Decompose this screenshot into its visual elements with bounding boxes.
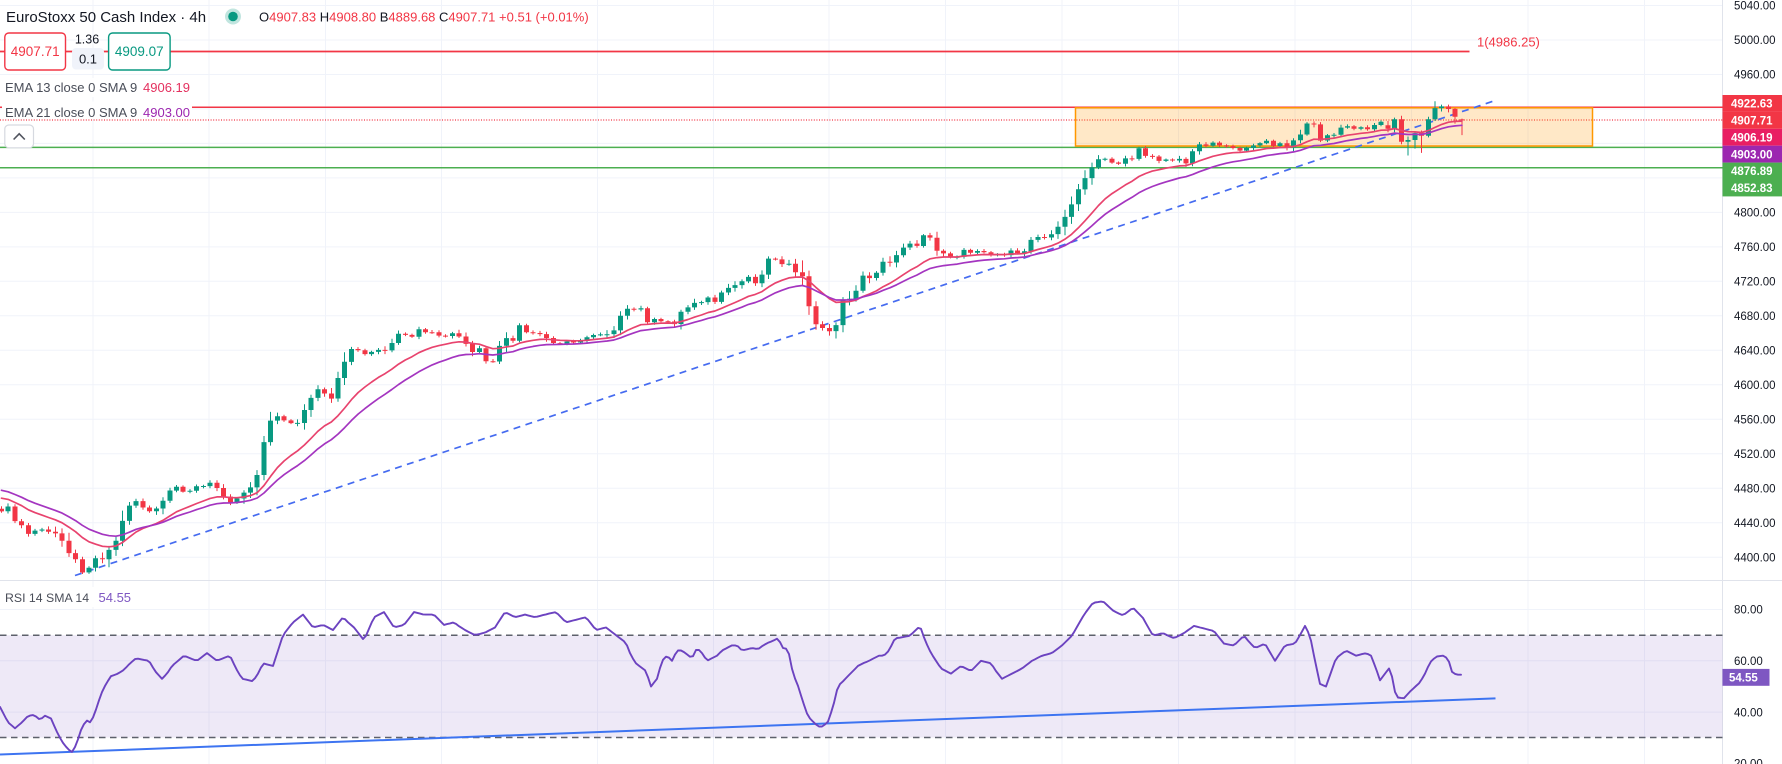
svg-text:4400.00: 4400.00: [1734, 552, 1776, 564]
svg-text:54.55: 54.55: [99, 590, 132, 605]
svg-text:4960.00: 4960.00: [1734, 70, 1776, 82]
svg-text:20.00: 20.00: [1734, 759, 1763, 764]
svg-text:4560.00: 4560.00: [1734, 415, 1776, 427]
svg-text:4520.00: 4520.00: [1734, 449, 1776, 461]
svg-text:4480.00: 4480.00: [1734, 483, 1776, 495]
svg-text:5000.00: 5000.00: [1734, 35, 1776, 47]
svg-text:1(4986.25): 1(4986.25): [1477, 35, 1540, 50]
svg-text:4640.00: 4640.00: [1734, 346, 1776, 358]
svg-text:4800.00: 4800.00: [1734, 208, 1776, 220]
svg-text:0.1: 0.1: [79, 52, 97, 67]
svg-text:4906.19: 4906.19: [1731, 132, 1773, 144]
svg-text:4907.71: 4907.71: [1731, 116, 1773, 128]
svg-text:5040.00: 5040.00: [1734, 1, 1776, 13]
svg-text:4922.63: 4922.63: [1731, 99, 1773, 111]
svg-text:54.55: 54.55: [1729, 672, 1758, 684]
svg-text:4600.00: 4600.00: [1734, 380, 1776, 392]
svg-text:4876.89: 4876.89: [1731, 166, 1773, 178]
svg-text:4907.71: 4907.71: [11, 44, 60, 59]
svg-text:RSI 14 SMA 14: RSI 14 SMA 14: [5, 591, 89, 605]
svg-text:4909.07: 4909.07: [115, 44, 164, 59]
svg-text:4906.19: 4906.19: [143, 80, 190, 95]
svg-text:4720.00: 4720.00: [1734, 277, 1776, 289]
svg-text:EMA 21 close 0 SMA 9: EMA 21 close 0 SMA 9: [5, 105, 137, 120]
svg-text:4903.00: 4903.00: [1731, 149, 1773, 161]
svg-text:1.36: 1.36: [75, 33, 99, 47]
svg-text:4903.00: 4903.00: [143, 105, 190, 120]
svg-text:4440.00: 4440.00: [1734, 518, 1776, 530]
svg-text:40.00: 40.00: [1734, 707, 1763, 719]
svg-text:4680.00: 4680.00: [1734, 311, 1776, 323]
svg-text:60.00: 60.00: [1734, 656, 1763, 668]
svg-text:4852.83: 4852.83: [1731, 183, 1773, 195]
svg-text:EuroStoxx 50 Cash Index · 4h: EuroStoxx 50 Cash Index · 4h: [6, 9, 206, 26]
svg-text:4760.00: 4760.00: [1734, 242, 1776, 254]
svg-text:EMA 13 close 0 SMA 9: EMA 13 close 0 SMA 9: [5, 80, 137, 95]
svg-text:O4907.83 H4908.80 B4889.68: O4907.83 H4908.80 B4889.68 C4907.71 +0.5…: [259, 10, 589, 25]
svg-text:80.00: 80.00: [1734, 605, 1763, 617]
